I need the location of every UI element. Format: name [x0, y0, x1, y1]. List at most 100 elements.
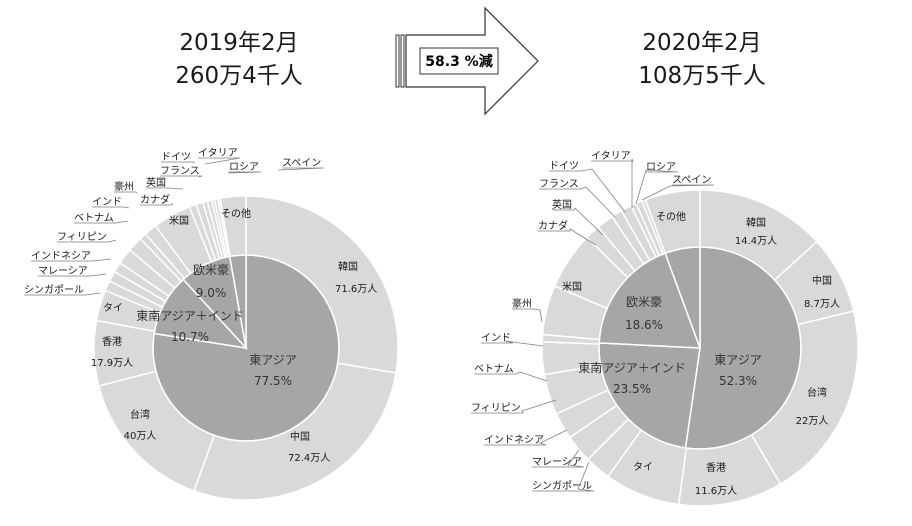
outer-label-20: その他 [221, 207, 251, 220]
outer-value-2: 40万人 [124, 430, 157, 442]
right-date: 2020年2月 [642, 30, 761, 56]
leader-line-15 [160, 175, 203, 178]
leader-line-19 [277, 167, 325, 171]
inner-label-1: 東南アジア＋インド [136, 308, 244, 323]
outer-slice-20 [644, 189, 701, 255]
leader-line-5 [532, 461, 595, 492]
outer-label-4: タイ [633, 461, 653, 473]
outer-slice-1 [193, 362, 397, 501]
leader-line-16 [161, 161, 196, 164]
leader-label-10: インド [92, 197, 122, 208]
decrease-arrow: 58.3 %減 [395, 6, 539, 116]
outer-label-20: その他 [656, 210, 686, 223]
outer-value-0: 14.4万人 [735, 235, 777, 247]
outer-value-1: 72.4万人 [288, 452, 330, 464]
leader-line-6 [532, 449, 585, 468]
leader-label-17: イタリア [591, 150, 631, 162]
leader-label-16: ドイツ [161, 152, 191, 163]
leader-label-17: イタリア [198, 147, 238, 159]
outer-label-2: 台湾 [130, 408, 150, 421]
left-total: 260万4千人 [175, 63, 303, 89]
leader-line-16 [549, 168, 626, 213]
leader-label-11: 豪州 [114, 180, 134, 193]
leader-line-17 [591, 158, 634, 208]
outer-label-0: 韓国 [746, 217, 766, 229]
leader-line-13 [140, 202, 174, 206]
left-date: 2019年2月 [179, 30, 298, 56]
outer-slice-0 [245, 195, 399, 374]
leader-line-7 [31, 258, 112, 262]
outer-value-1: 8.7万人 [804, 298, 840, 310]
leader-line-14 [146, 187, 184, 190]
leader-line-10 [92, 206, 130, 209]
leader-line-7 [484, 429, 568, 446]
leader-label-14: 英国 [146, 176, 166, 189]
inner-label-2: 欧米豪 [193, 262, 229, 277]
leader-line-18 [227, 171, 262, 174]
leader-line-18 [635, 169, 679, 205]
leader-line-8 [471, 399, 557, 414]
right-total: 108万5千人 [638, 63, 766, 89]
decrease-label: 58.3 %減 [425, 53, 492, 70]
inner-label-2: 欧米豪 [626, 294, 662, 309]
outer-label-0: 韓国 [338, 261, 358, 273]
leader-label-18: ロシア [229, 162, 259, 173]
outer-value-3: 17.9万人 [91, 357, 133, 369]
inner-text-2: 18.6% [625, 318, 663, 332]
outer-label-1: 中国 [290, 430, 310, 443]
leader-label-6: マレーシア [532, 457, 582, 468]
outer-label-1: 中国 [812, 274, 832, 287]
inner-text-2: 9.0% [196, 286, 227, 300]
leader-label-13: カナダ [538, 219, 568, 232]
leader-line-6 [38, 273, 107, 277]
leader-line-11 [114, 191, 138, 194]
leader-label-15: フランス [539, 178, 579, 190]
leader-label-6: マレーシア [38, 266, 88, 277]
outer-label-4: タイ [103, 302, 123, 314]
leader-line-9 [74, 220, 129, 224]
inner-label-0: 東アジア [249, 353, 297, 367]
leader-line-8 [57, 239, 117, 243]
inner-text-1: 10.7% [171, 330, 209, 344]
leader-label-11: 豪州 [512, 297, 532, 310]
leader-label-5: シンガポール [24, 284, 84, 296]
inner-label-0: 東アジア [714, 353, 762, 367]
leader-label-19: スペイン [672, 175, 711, 186]
outer-label-12: 米国 [169, 214, 189, 227]
leader-label-18: ロシア [646, 162, 676, 173]
leader-line-17 [198, 157, 241, 165]
outer-label-2: 台湾 [807, 386, 827, 399]
leader-line-15 [539, 186, 616, 218]
leader-label-9: ベトナム [74, 212, 114, 224]
leader-label-5: シンガポール [532, 480, 592, 492]
sunburst-2019: 東アジア 77.5% 東南アジア＋インド 10.7% 欧米豪 9.0% 韓国 71.6万人中国… [24, 147, 399, 501]
inner-label-1: 東南アジア＋インド [578, 360, 686, 375]
outer-label-3: 香港 [706, 462, 726, 474]
leader-label-8: フィリピン [57, 231, 107, 243]
leader-label-15: フランス [160, 165, 200, 177]
outer-value-0: 71.6万人 [335, 283, 377, 295]
outer-label-3: 香港 [102, 336, 122, 348]
leader-label-14: 英国 [552, 198, 572, 211]
sunburst-2020: 東アジア 52.3% 東南アジア＋インド 23.5% 欧米豪 18.6% 韓国 14.4万人中… [471, 150, 859, 507]
leader-line-14 [552, 207, 604, 236]
leader-line-19 [641, 184, 715, 201]
leader-label-7: インドネシア [484, 434, 544, 446]
leader-label-16: ドイツ [549, 161, 579, 172]
leader-line-11 [512, 308, 543, 323]
leader-line-10 [481, 340, 544, 347]
outer-value-3: 11.6万人 [695, 485, 737, 497]
leader-line-9 [474, 371, 548, 382]
leader-label-10: インド [481, 333, 511, 344]
leader-label-19: スペイン [282, 158, 321, 169]
outer-label-12: 米国 [562, 280, 582, 293]
outer-value-2: 22万人 [796, 415, 829, 427]
leader-label-9: ベトナム [474, 363, 514, 375]
inner-text-1: 23.5% [613, 382, 651, 396]
inner-text-0: 77.5% [254, 374, 292, 388]
leader-line-5 [24, 292, 101, 296]
leader-label-13: カナダ [140, 193, 170, 206]
leader-line-13 [538, 228, 597, 246]
leader-label-7: インドネシア [31, 250, 91, 262]
